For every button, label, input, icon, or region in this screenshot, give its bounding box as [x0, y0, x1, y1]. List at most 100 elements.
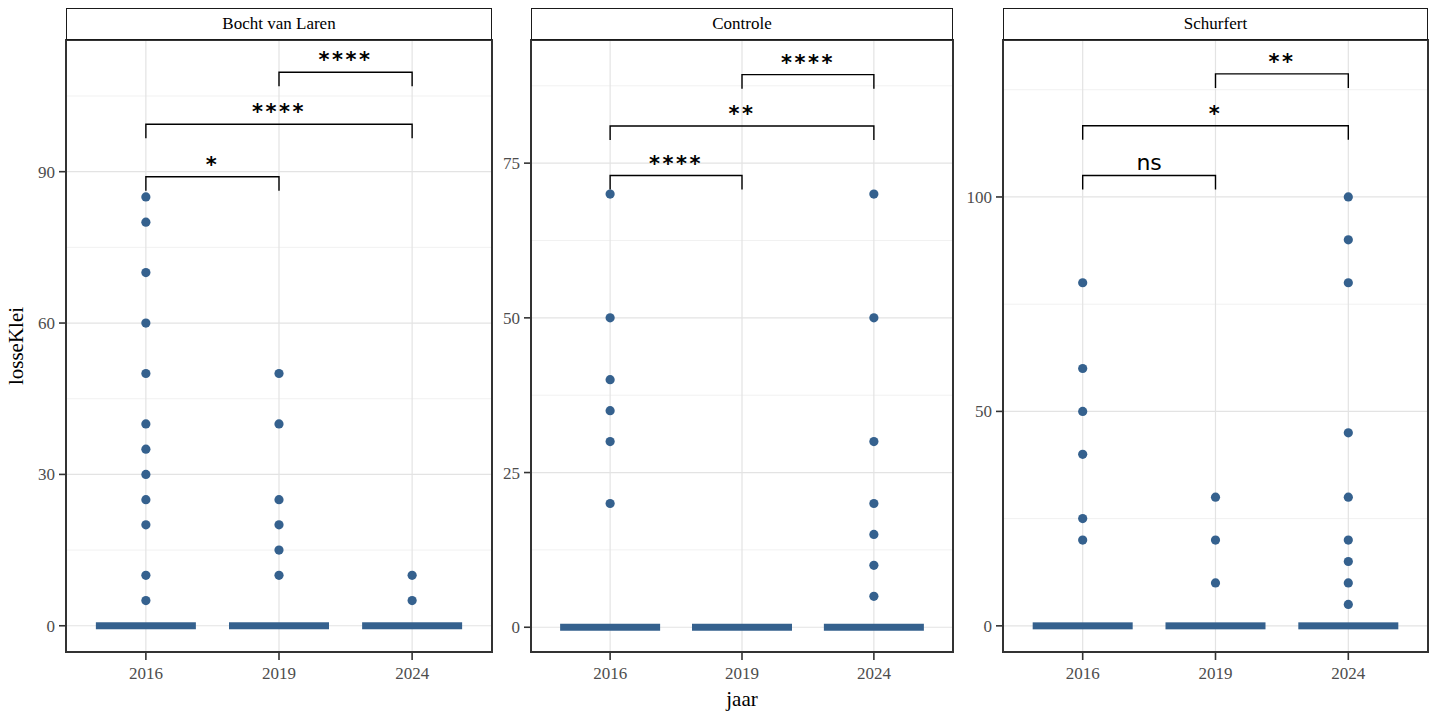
data-point [1078, 407, 1087, 416]
zero-values-bar [692, 624, 792, 631]
data-point [869, 561, 878, 570]
data-point [141, 369, 150, 378]
facet-title: Controle [712, 14, 772, 34]
data-point [141, 495, 150, 504]
significance-label: **** [252, 100, 306, 124]
x-tick-label: 2019 [725, 664, 759, 683]
data-point [141, 419, 150, 428]
zero-values-bar [1166, 622, 1266, 629]
data-point [606, 375, 615, 384]
facet-panel: **********0255075201620192024 [503, 40, 953, 683]
data-point [408, 571, 417, 580]
significance-label: * [206, 153, 219, 177]
x-tick-label: 2019 [262, 664, 296, 683]
facet-panel: ns***050100201620192024 [967, 40, 1429, 683]
significance-label: * [1209, 102, 1222, 126]
zero-values-bar [229, 622, 329, 629]
y-tick-label: 0 [512, 618, 521, 637]
faceted-jitter-plot: *********0306090201620192024**********02… [0, 0, 1440, 720]
data-point [606, 189, 615, 198]
data-point [1211, 493, 1220, 502]
facet-strip-bocht-van-laren: Bocht van Laren [66, 8, 492, 40]
y-axis-title: losseKlei [4, 307, 29, 385]
y-tick-label: 50 [975, 402, 992, 421]
data-point [869, 592, 878, 601]
significance-label: ** [729, 102, 756, 126]
y-tick-label: 0 [984, 617, 993, 636]
data-point [1078, 514, 1087, 523]
data-point [274, 369, 283, 378]
data-point [274, 545, 283, 554]
data-point [869, 313, 878, 322]
significance-label: **** [319, 48, 373, 72]
x-tick-label: 2024 [857, 664, 892, 683]
y-tick-label: 0 [47, 617, 56, 636]
facet-panel: *********0306090201620192024 [38, 40, 492, 683]
facet-title: Bocht van Laren [222, 14, 335, 34]
data-point [141, 318, 150, 327]
facet-strip-controle: Controle [531, 8, 953, 40]
data-point [1344, 192, 1353, 201]
data-point [141, 192, 150, 201]
data-point [1344, 278, 1353, 287]
y-tick-label: 60 [38, 314, 55, 333]
significance-label: **** [649, 152, 703, 176]
data-point [1344, 493, 1353, 502]
zero-values-bar [96, 622, 196, 629]
data-point [606, 437, 615, 446]
data-point [869, 437, 878, 446]
x-tick-label: 2016 [129, 664, 163, 683]
data-point [1211, 535, 1220, 544]
y-tick-label: 100 [967, 188, 993, 207]
significance-label: **** [781, 51, 835, 75]
x-axis-title: jaar [726, 687, 757, 712]
data-point [606, 499, 615, 508]
data-point [141, 268, 150, 277]
data-point [1078, 450, 1087, 459]
data-point [141, 470, 150, 479]
zero-values-bar [1033, 622, 1133, 629]
y-tick-label: 30 [38, 465, 55, 484]
significance-label: ns [1136, 150, 1161, 175]
data-point [869, 189, 878, 198]
y-tick-label: 25 [503, 464, 520, 483]
data-point [1078, 278, 1087, 287]
data-point [1344, 600, 1353, 609]
significance-label: ** [1268, 50, 1295, 74]
data-point [274, 495, 283, 504]
zero-values-bar [560, 624, 660, 631]
data-point [1344, 428, 1353, 437]
x-tick-label: 2024 [395, 664, 430, 683]
data-point [1344, 557, 1353, 566]
data-point [1344, 535, 1353, 544]
data-point [141, 218, 150, 227]
y-tick-label: 90 [38, 163, 55, 182]
data-point [1078, 535, 1087, 544]
data-point [1344, 578, 1353, 587]
zero-values-bar [1298, 622, 1398, 629]
y-tick-label: 75 [503, 154, 520, 173]
data-point [606, 406, 615, 415]
zero-values-bar [362, 622, 462, 629]
data-point [1344, 235, 1353, 244]
data-point [1211, 578, 1220, 587]
data-point [869, 530, 878, 539]
data-point [274, 520, 283, 529]
data-point [869, 499, 878, 508]
data-point [141, 596, 150, 605]
facet-strip-schurfert: Schurfert [1003, 8, 1428, 40]
x-tick-label: 2016 [1066, 664, 1100, 683]
x-tick-label: 2016 [593, 664, 627, 683]
facet-title: Schurfert [1184, 14, 1247, 34]
y-tick-label: 50 [503, 309, 520, 328]
data-point [274, 419, 283, 428]
x-tick-label: 2019 [1199, 664, 1233, 683]
x-tick-label: 2024 [1331, 664, 1366, 683]
data-point [1078, 364, 1087, 373]
data-point [606, 313, 615, 322]
data-point [274, 571, 283, 580]
data-point [141, 520, 150, 529]
plot-svg: *********0306090201620192024**********02… [0, 0, 1440, 720]
zero-values-bar [824, 624, 924, 631]
data-point [141, 445, 150, 454]
